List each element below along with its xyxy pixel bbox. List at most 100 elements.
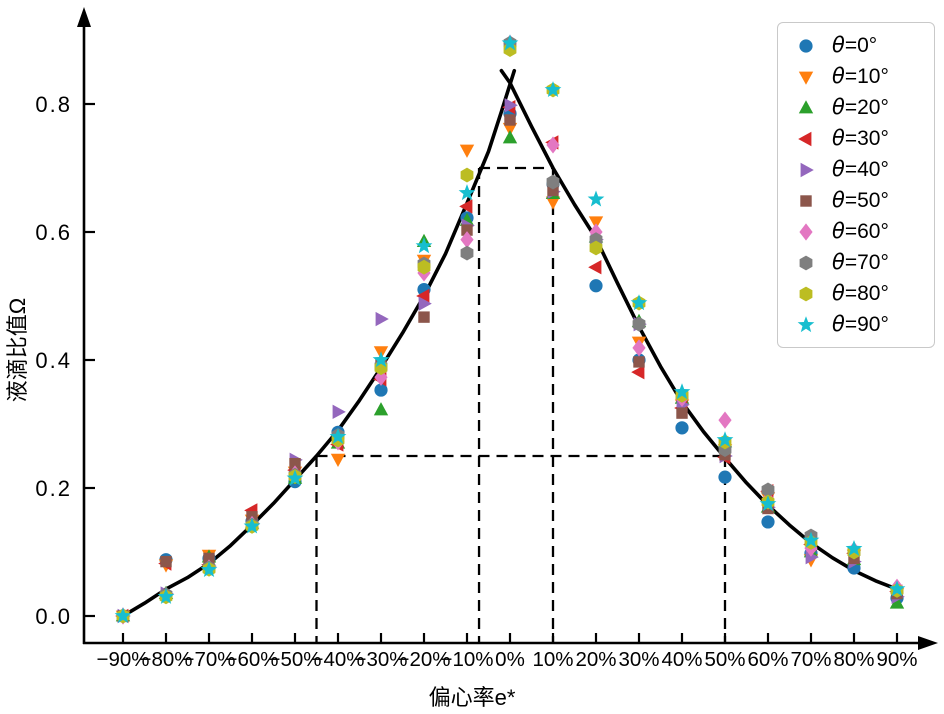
legend-marker-diamond-icon [799,222,813,241]
data-point-square [461,224,473,236]
data-point-triangle-left [416,288,430,304]
x-axis-title: 偏心率e* [428,685,516,710]
data-point-hexagon [460,245,474,261]
x-tick-label-90: 90% [876,648,917,671]
data-point-triangle-left [459,199,473,214]
data-point-star [888,580,906,597]
legend-marker-hexagon-icon [799,286,813,301]
data-point-star [587,190,605,207]
x-tick-label-50: 50% [704,648,745,671]
fit-curve-right-branch [499,68,899,591]
data-point-triangle-up [889,595,905,609]
x-tick-label-20: 20% [575,648,616,671]
data-point-circle [718,470,732,484]
legend-item-theta-20: θ=20° [795,92,934,123]
data-point-star [286,469,304,486]
data-point-triangle-up [502,130,518,144]
data-point-star [114,607,132,624]
data-point-circle [799,38,813,53]
series-theta-90 [114,34,906,624]
x-tick-labels: −90%−80%−70%−60%−50%−40%−30%−20%−10% 0% 10… [96,633,918,671]
legend-item-theta-80: θ=80° [795,278,934,309]
data-point-star [200,561,218,578]
data-point-diamond [799,222,813,241]
data-point-triangle-down [545,196,561,210]
data-point-triangle-left [588,260,602,275]
data-point-star [673,383,691,400]
data-point-circle [589,279,603,293]
legend-label: θ=70° [832,250,889,274]
data-point-triangle-down [330,453,346,467]
legend-marker-hexagon-icon [799,255,813,270]
data-point-triangle-left [798,131,812,146]
legend-marker-triangle-up-icon [798,99,814,113]
data-point-star [802,531,820,548]
x-tick-label-80: 80% [833,648,874,671]
x-tick-label-60: 60% [747,648,788,671]
data-point-square [289,457,301,470]
data-point-circle [675,421,689,435]
data-point-square [633,356,645,368]
data-point-triangle-down [459,144,475,158]
legend-item-theta-60: θ=60° [795,216,934,247]
legend-label: θ=10° [832,64,889,88]
legend-item-theta-90: θ=90° [795,309,934,340]
legend-label: θ=80° [832,281,889,305]
legend-marker-triangle-left-icon [798,131,812,146]
legend-item-theta-40: θ=40° [795,154,934,185]
legend-item-theta-50: θ=50° [795,185,934,216]
data-point-star [630,294,648,311]
y-tick-label-0.6: 0.6 [35,220,72,245]
y-tick-labels: 0.0 0.2 0.4 0.6 0.8 [35,92,95,629]
legend-item-theta-30: θ=30° [795,123,934,154]
data-point-star [415,237,433,254]
legend-label: θ=0° [832,33,878,57]
data-point-circle [761,515,775,529]
legend-item-theta-0: θ=0° [795,30,934,61]
legend-label: θ=40° [832,157,889,181]
x-tick-label-40: 40% [661,648,702,671]
legend-marker-circle-icon [799,38,813,53]
data-point-star [845,540,863,556]
data-point-star [797,315,815,332]
data-point-star [501,34,519,51]
legend-marker-triangle-down-icon [798,71,814,85]
x-tick-label--30: −30% [354,648,407,671]
data-point-diamond [718,411,732,429]
data-point-triangle-right [375,311,389,327]
x-axis-arrow-icon [918,636,938,650]
y-tick-label-0.0: 0.0 [35,604,72,629]
data-point-diamond [546,136,560,154]
data-point-square [800,194,812,207]
x-tick-label--40: −40% [311,648,364,671]
data-point-star [157,588,175,604]
data-point-triangle-up [798,99,814,113]
x-tick-label-70: 70% [790,648,831,671]
data-point-square [504,114,516,126]
data-point-hexagon [799,286,813,301]
data-point-star [759,495,777,512]
legend-item-theta-70: θ=70° [795,247,934,278]
x-tick-label--10: −10% [440,648,493,671]
legend-label: θ=50° [832,188,889,212]
data-point-triangle-down [502,122,518,137]
data-point-square [160,555,172,568]
axes [77,7,938,650]
data-point-triangle-right [504,98,518,113]
data-point-hexagon [417,259,431,275]
data-point-circle [374,383,388,397]
x-tick-label-10: 10% [532,648,573,671]
data-point-star [372,351,390,368]
legend-marker-triangle-right-icon [800,162,814,177]
x-tick-label--70: −70% [182,648,235,671]
data-point-triangle-right [800,162,814,177]
data-point-triangle-down [798,71,814,85]
fit-curve-left-branch [121,68,517,618]
data-point-star [243,517,261,534]
x-tick-label--90: −90% [96,648,149,671]
data-point-square [547,184,559,197]
y-axis-arrow-icon [77,7,91,27]
data-point-triangle-down [588,216,604,230]
y-tick-label-0.2: 0.2 [35,476,72,501]
